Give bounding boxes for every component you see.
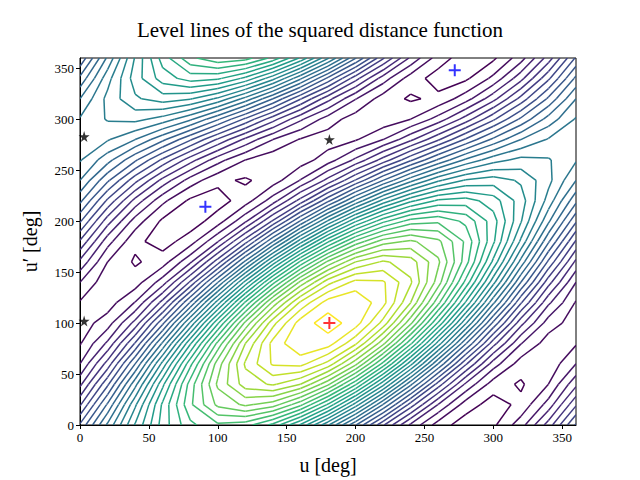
svg-text:u′ [deg]: u′ [deg]: [19, 211, 42, 273]
svg-text:0: 0: [77, 430, 84, 445]
svg-text:100: 100: [208, 430, 228, 445]
svg-text:150: 150: [277, 430, 297, 445]
svg-text:100: 100: [55, 316, 75, 331]
svg-text:50: 50: [142, 430, 155, 445]
svg-text:250: 250: [55, 163, 75, 178]
svg-text:Level lines of the squared dis: Level lines of the squared distance func…: [137, 18, 504, 42]
svg-text:300: 300: [484, 430, 504, 445]
svg-text:200: 200: [55, 214, 75, 229]
svg-text:50: 50: [61, 367, 74, 382]
svg-text:250: 250: [415, 430, 435, 445]
svg-text:0: 0: [68, 418, 75, 433]
svg-text:u [deg]: u [deg]: [299, 454, 356, 477]
svg-text:350: 350: [552, 430, 572, 445]
svg-text:150: 150: [55, 265, 75, 280]
svg-text:200: 200: [346, 430, 366, 445]
svg-text:300: 300: [55, 112, 75, 127]
svg-text:350: 350: [55, 61, 75, 76]
